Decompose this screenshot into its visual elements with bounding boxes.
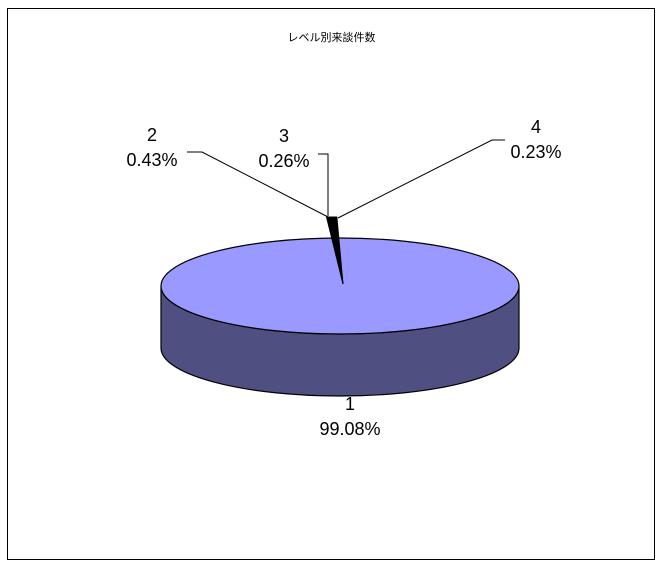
data-labels: 1 99.08% 2 0.43% 3 0.26% 4 0.23% [126, 117, 561, 439]
data-label-percent-1: 99.08% [319, 419, 380, 439]
pie-body [160, 216, 520, 397]
data-label-percent-3: 0.26% [258, 151, 309, 171]
data-label-category-2: 2 [147, 125, 157, 145]
pie-slice-4 [333, 216, 344, 285]
data-label-percent-2: 0.43% [126, 150, 177, 170]
data-label-category-1: 1 [345, 394, 355, 414]
leader-line-2 [187, 151, 331, 219]
chart-title: レベル別来談件数 [287, 31, 376, 44]
leader-line-4 [337, 139, 505, 219]
leader-lines [187, 139, 505, 219]
data-label-category-3: 3 [279, 126, 289, 146]
data-label-percent-4: 0.23% [510, 142, 561, 162]
leader-line-3 [318, 153, 329, 216]
data-label-category-4: 4 [531, 117, 541, 137]
pie-slice-1 [160, 237, 520, 335]
